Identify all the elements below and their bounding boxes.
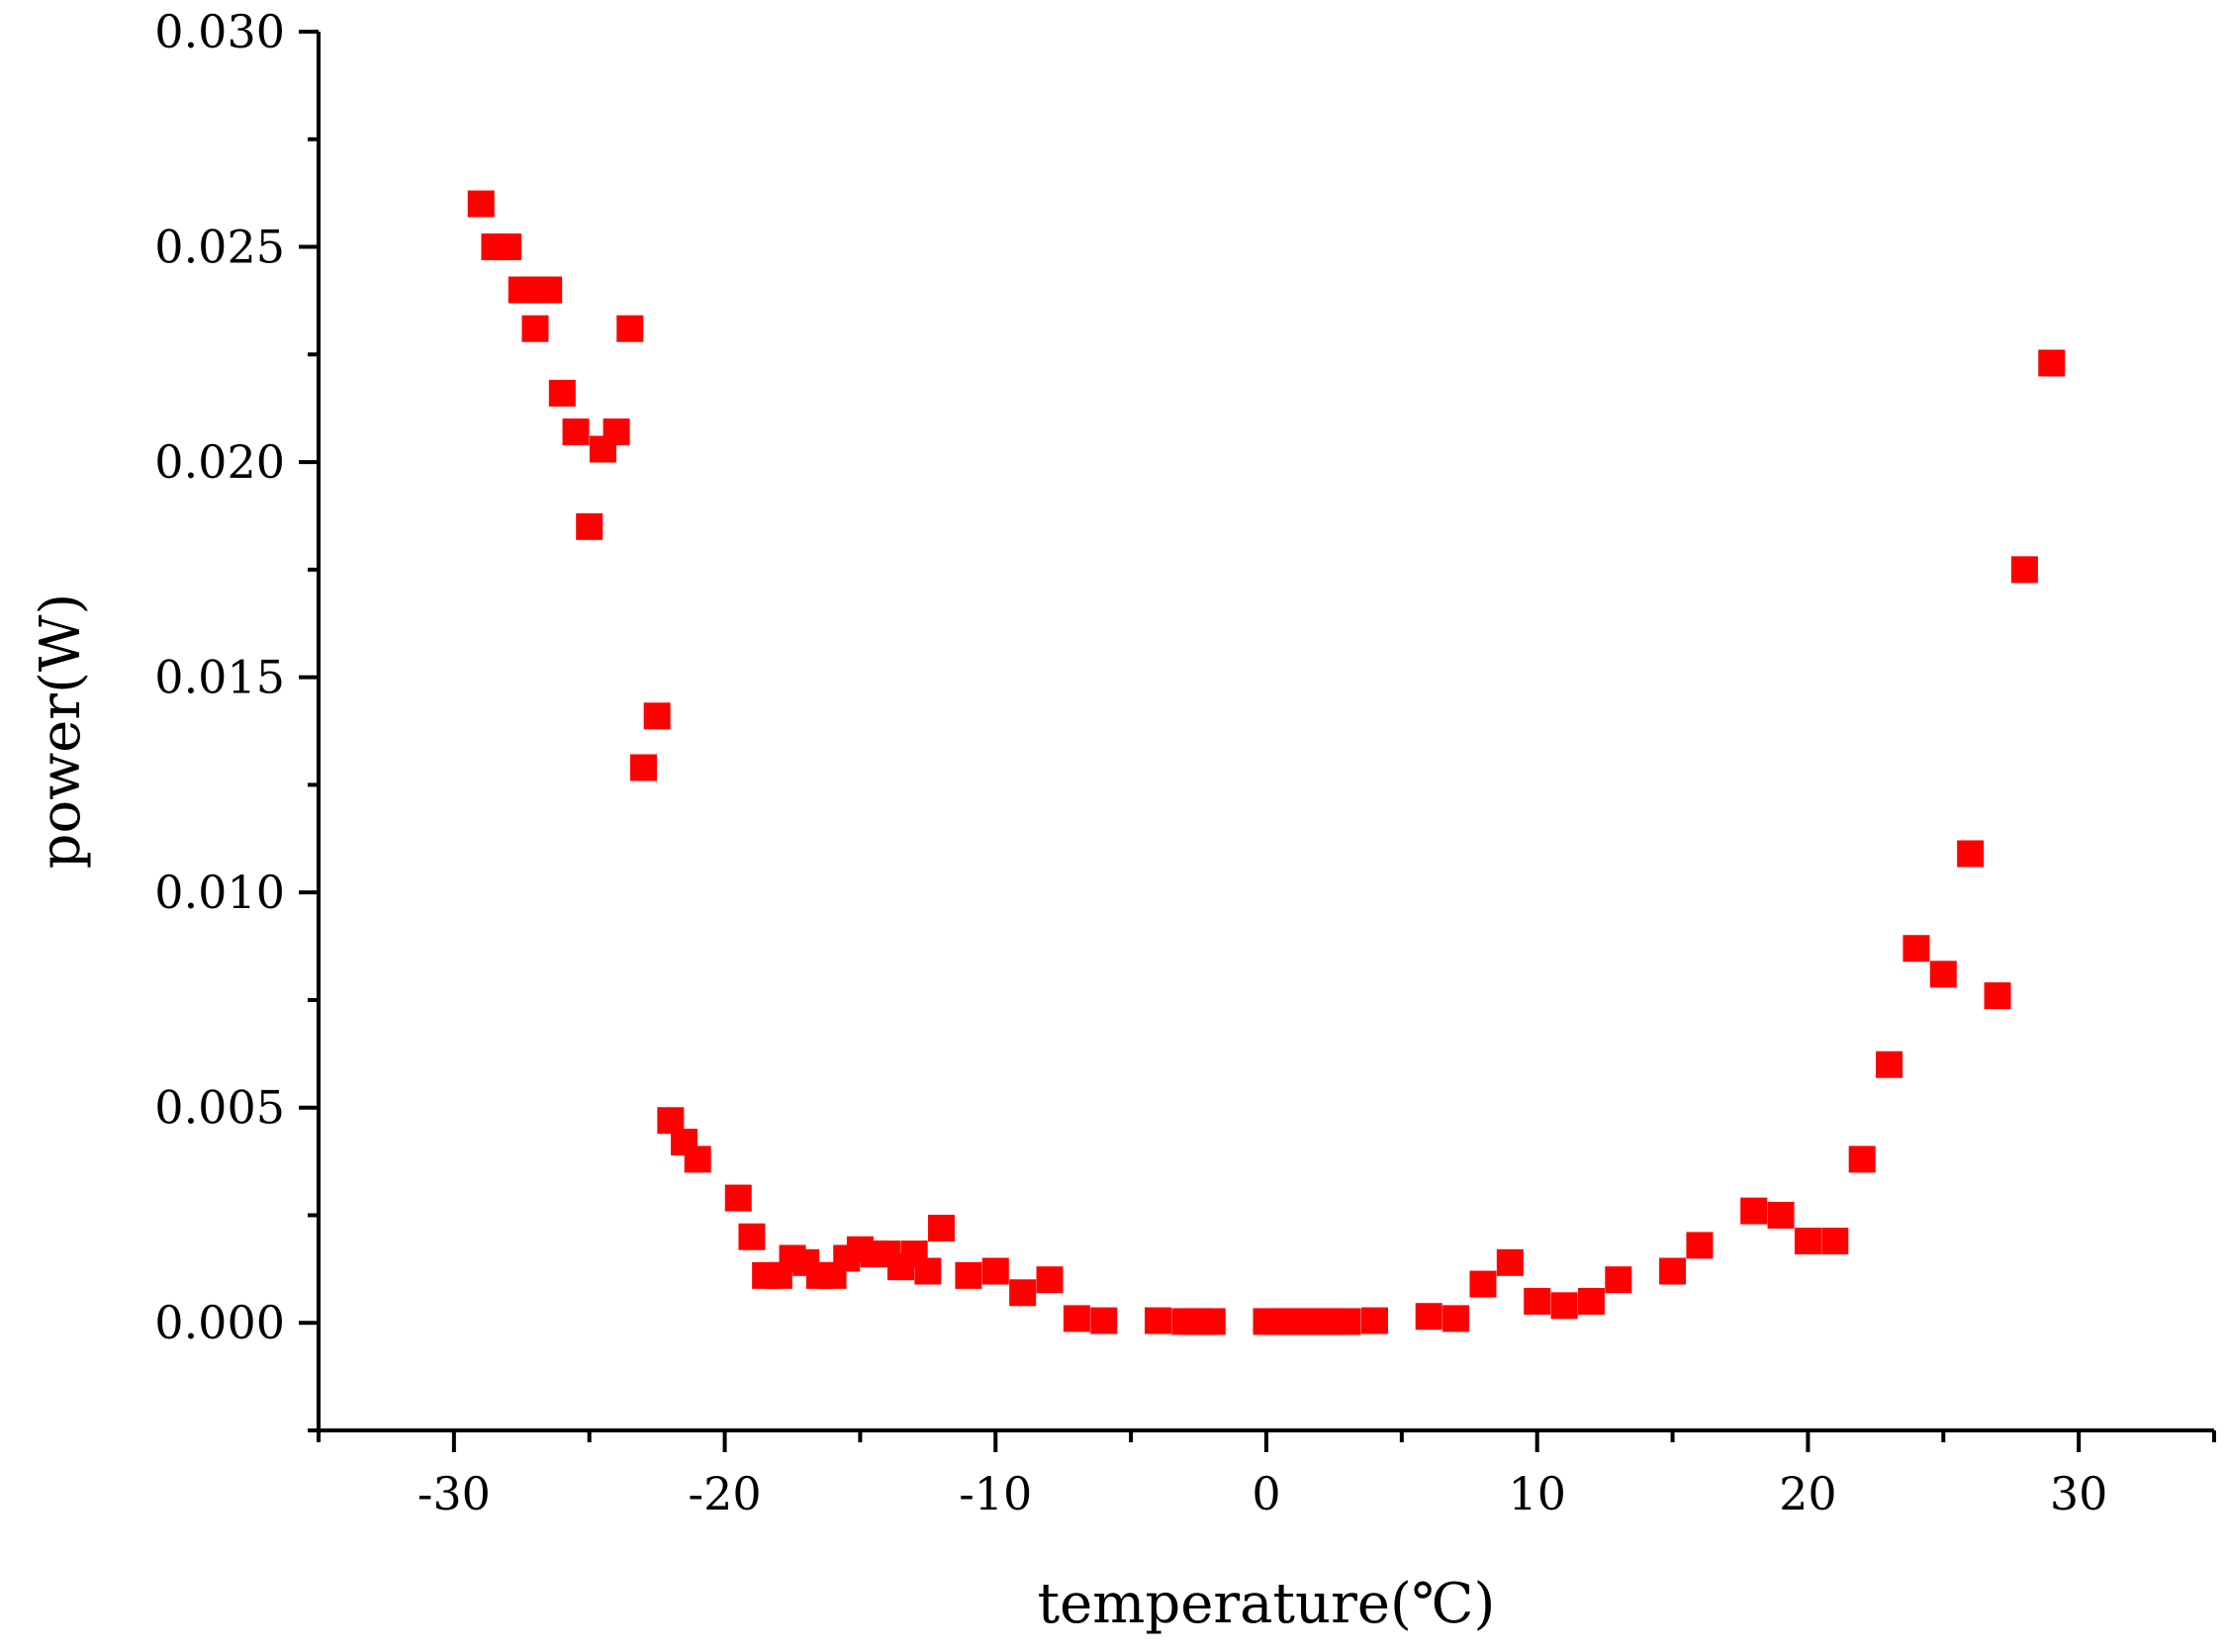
data-point — [1360, 1307, 1388, 1334]
data-point — [629, 754, 657, 781]
data-point — [1524, 1287, 1551, 1315]
data-point — [576, 512, 603, 540]
x-tick-label: 30 — [2050, 1467, 2108, 1520]
data-point — [1794, 1228, 1821, 1255]
y-tick-label: 0.000 — [154, 1296, 285, 1349]
data-point — [1145, 1307, 1172, 1334]
data-point — [1496, 1248, 1524, 1276]
data-point — [724, 1184, 752, 1212]
data-point — [1198, 1308, 1226, 1335]
data-point — [1605, 1266, 1632, 1294]
data-point — [603, 418, 630, 446]
data-point — [643, 702, 671, 730]
data-point — [616, 315, 644, 342]
data-point — [1929, 961, 1957, 988]
data-point — [1063, 1305, 1090, 1332]
data-point — [1415, 1303, 1442, 1331]
data-point — [2010, 556, 2038, 584]
data-point — [1334, 1308, 1361, 1335]
y-axis-title: power(W) — [29, 594, 93, 870]
x-tick-label: -20 — [689, 1467, 762, 1520]
data-point — [1036, 1266, 1064, 1294]
data-point — [1686, 1232, 1714, 1259]
data-point — [1090, 1307, 1118, 1334]
data-point — [1469, 1270, 1497, 1298]
data-point — [1957, 840, 1985, 868]
data-point — [1009, 1279, 1037, 1307]
data-point — [562, 418, 590, 446]
data-point — [2038, 349, 2066, 377]
data-point — [548, 379, 576, 407]
x-tick-label: 0 — [1252, 1467, 1280, 1520]
y-tick-label: 0.015 — [154, 651, 285, 704]
data-point — [1442, 1305, 1470, 1332]
data-point — [1984, 982, 2011, 1010]
y-tick-label: 0.020 — [154, 435, 285, 489]
data-point — [1740, 1197, 1768, 1225]
x-tick-label: 20 — [1779, 1467, 1837, 1520]
data-point — [1659, 1257, 1687, 1285]
y-tick-label: 0.010 — [154, 866, 285, 919]
data-point — [955, 1261, 982, 1289]
data-point — [1550, 1292, 1578, 1320]
data-point — [1876, 1051, 1903, 1078]
y-tick-label: 0.005 — [154, 1081, 285, 1135]
y-ticks: 0.000 0.005 0.010 0.015 0.020 0.025 0.030 — [154, 5, 319, 1432]
data-points — [467, 190, 2066, 1335]
data-point — [1577, 1287, 1605, 1315]
x-tick-label: 10 — [1508, 1467, 1566, 1520]
data-point — [738, 1223, 766, 1250]
data-point — [981, 1257, 1009, 1285]
data-point — [521, 315, 549, 342]
data-point — [1848, 1146, 1876, 1173]
data-point — [467, 190, 495, 218]
x-ticks: -30 -20 -10 0 10 20 30 — [317, 1430, 2216, 1520]
x-tick-label: -10 — [959, 1467, 1032, 1520]
data-point — [1821, 1228, 1849, 1255]
data-point — [684, 1146, 711, 1173]
data-point — [1767, 1201, 1795, 1229]
data-point — [928, 1215, 956, 1242]
x-tick-label: -30 — [418, 1467, 491, 1520]
data-point — [914, 1257, 942, 1285]
data-point — [495, 233, 522, 261]
y-tick-label: 0.030 — [154, 5, 285, 58]
axes — [317, 32, 2214, 1432]
data-point — [535, 276, 563, 304]
y-tick-label: 0.025 — [154, 221, 285, 274]
x-axis-title: temperature(℃) — [1038, 1572, 1496, 1636]
data-point — [1902, 935, 1930, 963]
